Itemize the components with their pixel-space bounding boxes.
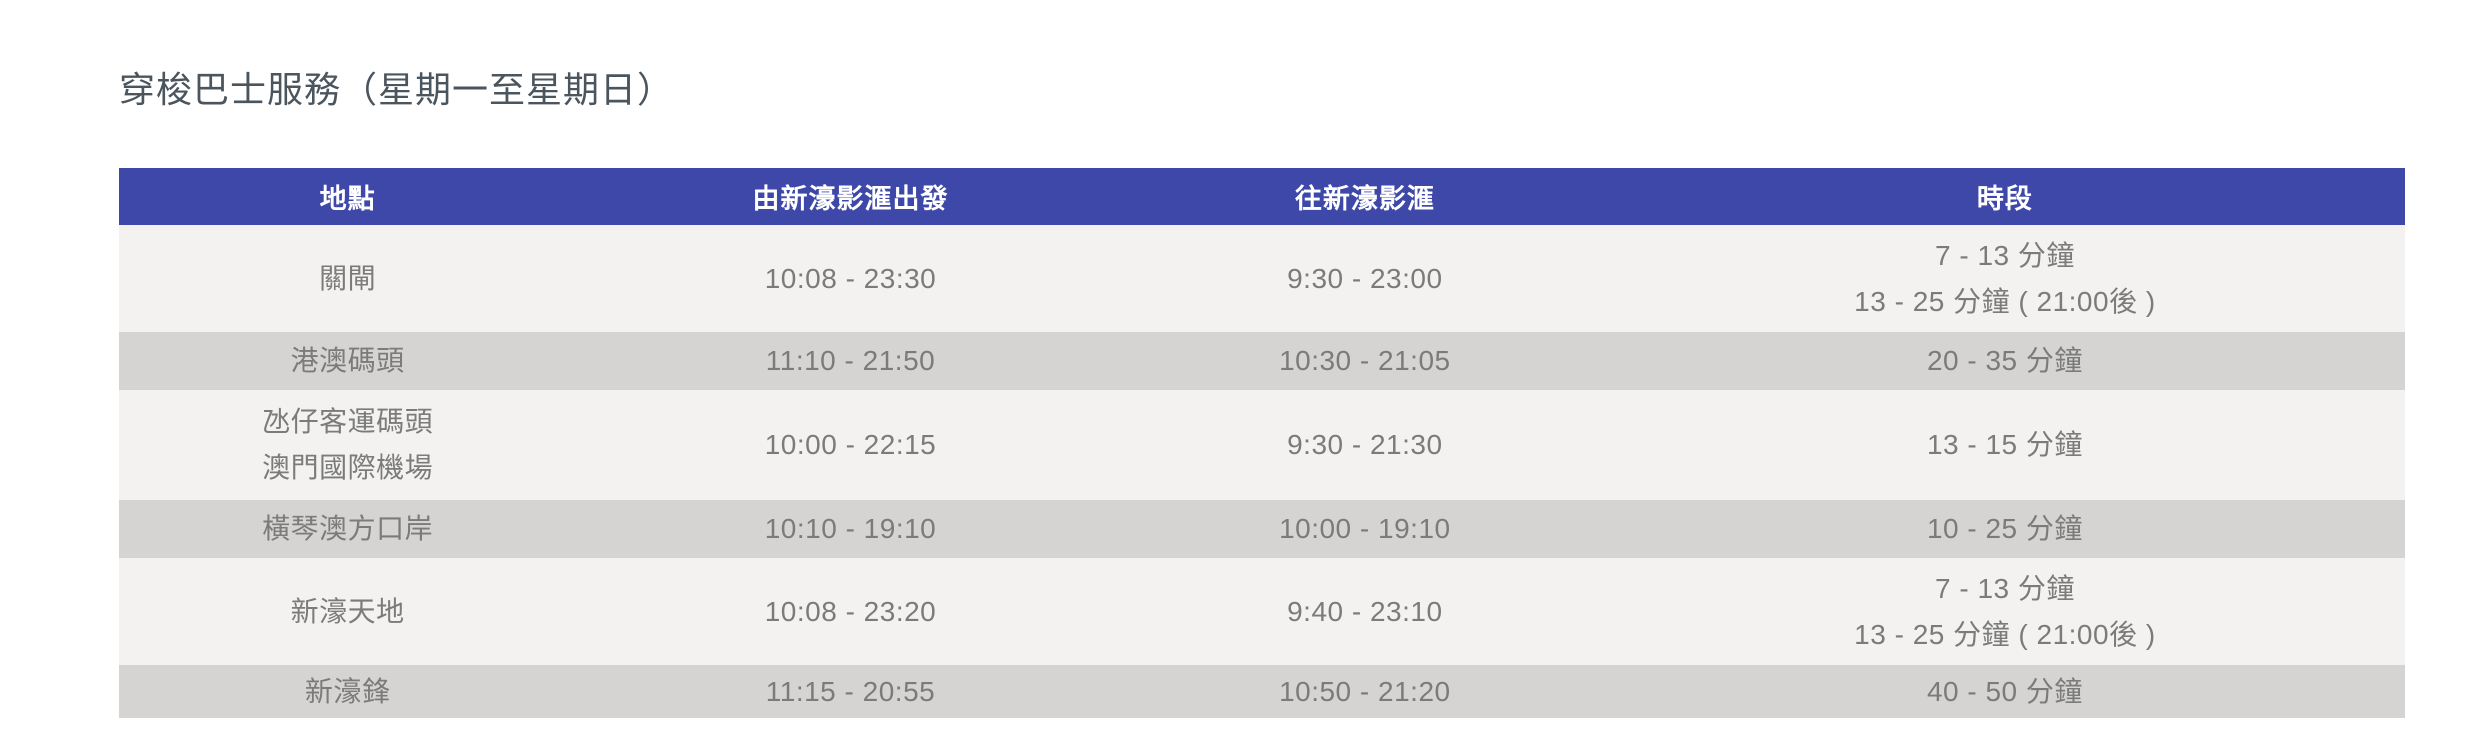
table-row: 氹仔客運碼頭 澳門國際機場 10:00 - 22:15 9:30 - 21:30… [119, 390, 2405, 500]
location-text: 氹仔客運碼頭 [262, 406, 434, 437]
location-cell: 氹仔客運碼頭 澳門國際機場 [119, 390, 576, 500]
return-times-cell: 10:30 - 21:05 [1279, 345, 1451, 376]
table-row: 關閘 10:08 - 23:30 9:30 - 23:00 7 - 13 分鐘 … [119, 225, 2405, 332]
depart-times-cell: 10:08 - 23:20 [764, 595, 937, 627]
frequency-cell: 7 - 13 分鐘 13 - 25 分鐘 ( 21:00後 ) [1605, 225, 2405, 332]
return-times-cell: 9:40 - 23:10 [1287, 595, 1443, 627]
frequency-text: 13 - 25 分鐘 ( 21:00後 ) [1854, 618, 2156, 650]
frequency-text: 13 - 25 分鐘 ( 21:00後 ) [1854, 285, 2156, 317]
column-header-frequency: 時段 [1604, 168, 2405, 225]
table-row: 新濠天地 10:08 - 23:20 9:40 - 23:10 7 - 13 分… [119, 558, 2405, 665]
location-text: 港澳碼頭 [290, 345, 405, 376]
frequency-cell: 40 - 50 分鐘 [1605, 665, 2405, 718]
frequency-text: 13 - 15 分鐘 [1926, 429, 2083, 460]
table-row: 港澳碼頭 11:10 - 21:50 10:30 - 21:05 20 - 35… [119, 332, 2405, 390]
page-title: 穿梭巴士服務（星期一至星期日） [119, 69, 675, 110]
depart-times-cell: 11:10 - 21:50 [765, 345, 936, 376]
frequency-cell: 7 - 13 分鐘 13 - 25 分鐘 ( 21:00後 ) [1605, 558, 2405, 665]
table-row: 新濠鋒 11:15 - 20:55 10:50 - 21:20 40 - 50 … [119, 665, 2405, 718]
return-times-cell: 10:50 - 21:20 [1279, 675, 1451, 707]
location-text: 澳門國際機場 [262, 452, 434, 483]
frequency-cell: 10 - 25 分鐘 [1605, 500, 2405, 558]
return-times-cell: 10:00 - 19:10 [1279, 513, 1451, 544]
table-row: 橫琴澳方口岸 10:10 - 19:10 10:00 - 19:10 10 - … [119, 500, 2405, 558]
table-header-row: 地點 由新濠影滙出發 往新濠影滙 時段 [119, 168, 2405, 225]
frequency-cell: 20 - 35 分鐘 [1605, 332, 2405, 390]
frequency-text: 7 - 13 分鐘 [1934, 239, 2075, 271]
depart-times-cell: 11:15 - 20:55 [765, 675, 936, 707]
return-times-cell: 9:30 - 23:00 [1287, 262, 1443, 294]
frequency-text: 7 - 13 分鐘 [1934, 572, 2075, 604]
location-cell: 新濠鋒 [119, 665, 576, 718]
frequency-text: 40 - 50 分鐘 [1926, 675, 2083, 707]
frequency-cell: 13 - 15 分鐘 [1605, 390, 2405, 500]
depart-times-cell: 10:00 - 22:15 [764, 429, 937, 460]
location-text: 新濠鋒 [304, 675, 391, 707]
location-text: 關閘 [319, 262, 377, 294]
location-cell: 關閘 [119, 225, 576, 332]
location-cell: 港澳碼頭 [119, 332, 576, 390]
return-times-cell: 9:30 - 21:30 [1287, 429, 1443, 460]
frequency-text: 20 - 35 分鐘 [1926, 345, 2083, 376]
location-text: 橫琴澳方口岸 [262, 513, 434, 544]
shuttle-bus-schedule-table: 地點 由新濠影滙出發 往新濠影滙 時段 關閘 10:08 - 23:30 9:3… [119, 168, 2405, 718]
depart-times-cell: 10:10 - 19:10 [764, 513, 937, 544]
shuttle-bus-schedule-page: 穿梭巴士服務（星期一至星期日） 地點 由新濠影滙出發 往新濠影滙 時段 關閘 1… [119, 69, 2405, 718]
location-cell: 橫琴澳方口岸 [119, 500, 576, 558]
column-header-location: 地點 [119, 168, 577, 225]
location-cell: 新濠天地 [119, 558, 576, 665]
column-header-depart: 由新濠影滙出發 [576, 168, 1125, 225]
frequency-text: 10 - 25 分鐘 [1926, 513, 2083, 544]
location-text: 新濠天地 [290, 595, 405, 627]
column-header-return: 往新濠影滙 [1124, 168, 1605, 225]
depart-times-cell: 10:08 - 23:30 [764, 262, 937, 294]
